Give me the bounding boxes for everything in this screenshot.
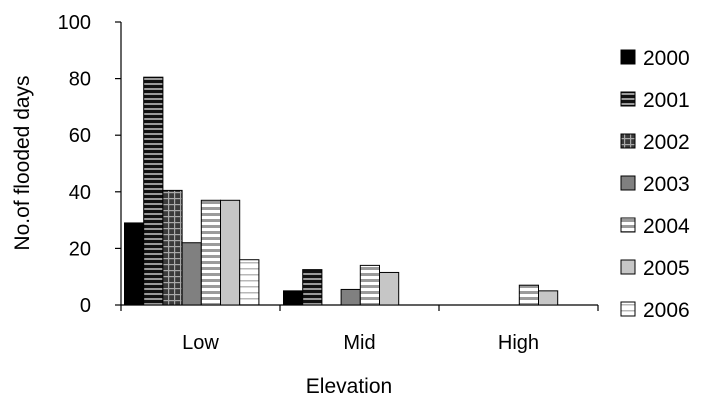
bar-2001-low <box>143 76 164 306</box>
x-tick-label: Mid <box>343 332 375 354</box>
bar-2006-low <box>239 259 260 306</box>
bar-2005-high <box>538 290 559 306</box>
legend-swatch-2006 <box>620 301 636 317</box>
axes: 0 20 40 60 80 100 Low Mid High <box>58 12 599 354</box>
legend-swatch-2000 <box>620 49 636 65</box>
legend-label-2000: 2000 <box>643 47 690 70</box>
legend-swatch-2003 <box>620 175 636 191</box>
legend-label-2005: 2005 <box>643 257 690 280</box>
x-axis-title: Elevation <box>306 375 392 398</box>
bar-2004-low <box>200 199 222 306</box>
y-tick-label: 80 <box>69 69 91 91</box>
legend: 2000 2001 2002 2003 2004 2005 2006 <box>620 47 690 322</box>
bar-2004-mid <box>359 264 380 306</box>
y-tick-label: 40 <box>69 182 91 204</box>
bar-2005-mid <box>379 271 400 306</box>
y-tick-label: 100 <box>58 12 91 34</box>
bar-2003-low <box>181 242 202 306</box>
y-axis-title: No.of flooded days <box>11 75 34 250</box>
bars <box>124 76 559 306</box>
bar-2000-mid <box>283 290 304 306</box>
legend-label-2006: 2006 <box>643 299 690 322</box>
y-tick-label: 60 <box>69 125 91 147</box>
legend-label-2002: 2002 <box>643 131 690 154</box>
bar-2005-low <box>220 199 241 306</box>
legend-swatch-2002 <box>620 133 636 149</box>
legend-swatch-2001 <box>620 91 636 107</box>
y-tick-label: 20 <box>69 238 91 260</box>
legend-label-2004: 2004 <box>643 215 690 238</box>
bar-2001-mid <box>302 269 323 306</box>
legend-label-2001: 2001 <box>643 89 690 112</box>
bar-2000-low <box>124 222 145 306</box>
legend-label-2003: 2003 <box>643 173 690 196</box>
bar-2004-high <box>518 284 539 306</box>
legend-swatch-2004 <box>620 217 636 233</box>
x-tick-label: High <box>498 332 539 354</box>
y-axis-title-group: No.of flooded days <box>11 75 34 250</box>
y-tick-label: 0 <box>80 295 91 317</box>
bar-2002-low <box>162 189 183 306</box>
x-tick-label: Low <box>182 332 219 354</box>
bar-2003-mid <box>340 288 361 306</box>
legend-swatch-2005 <box>620 259 636 275</box>
